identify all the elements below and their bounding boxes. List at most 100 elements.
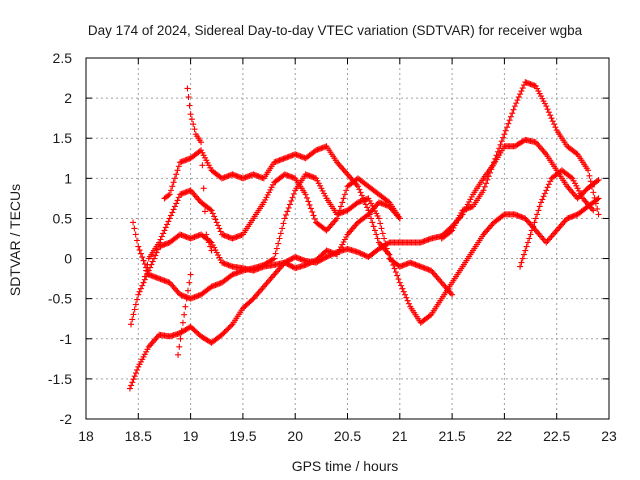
data-point xyxy=(311,215,318,222)
data-point xyxy=(337,203,344,210)
data-point xyxy=(510,106,517,113)
data-point xyxy=(135,243,142,250)
data-point xyxy=(131,225,138,232)
data-point xyxy=(501,131,508,138)
data-point xyxy=(382,240,389,247)
data-point xyxy=(167,212,174,219)
data-point xyxy=(134,296,141,303)
data-point xyxy=(528,227,535,234)
data-point xyxy=(402,291,409,298)
data-point xyxy=(544,106,551,113)
data-point xyxy=(391,265,398,272)
data-point xyxy=(449,291,456,298)
data-point xyxy=(178,327,185,334)
data-point xyxy=(545,109,552,116)
data-point xyxy=(173,200,180,207)
data-point xyxy=(179,319,186,326)
data-point xyxy=(136,288,143,295)
data-point xyxy=(306,201,313,208)
series-arc-4 xyxy=(140,171,403,286)
data-point xyxy=(530,223,537,230)
data-point xyxy=(514,97,521,104)
data-point xyxy=(171,175,178,182)
data-point xyxy=(354,183,361,190)
data-point xyxy=(595,176,602,183)
data-point xyxy=(536,203,543,210)
data-point xyxy=(303,261,310,268)
y-tick-label: -1 xyxy=(60,331,73,347)
data-point xyxy=(211,213,218,220)
data-point xyxy=(173,171,180,178)
data-point xyxy=(581,188,588,195)
data-point xyxy=(166,191,173,198)
data-point xyxy=(285,261,292,268)
data-point xyxy=(225,325,232,332)
data-point xyxy=(357,250,364,257)
data-point xyxy=(589,183,596,190)
data-point xyxy=(489,162,496,169)
data-point xyxy=(269,256,276,263)
data-point xyxy=(182,303,189,310)
data-point xyxy=(400,288,407,295)
data-point xyxy=(543,103,550,110)
data-point xyxy=(334,215,341,222)
data-point xyxy=(545,181,552,188)
data-point xyxy=(509,110,516,117)
data-point xyxy=(426,312,433,319)
data-point xyxy=(141,273,148,280)
data-point xyxy=(281,259,288,266)
data-point xyxy=(375,215,382,222)
data-point xyxy=(340,195,347,202)
data-point xyxy=(502,127,509,134)
data-point xyxy=(591,194,598,201)
data-point xyxy=(481,183,488,190)
data-point xyxy=(361,252,368,259)
data-point xyxy=(498,138,505,145)
data-point xyxy=(381,235,388,242)
data-point xyxy=(373,231,380,238)
data-point xyxy=(592,200,599,207)
data-point xyxy=(283,211,290,218)
data-point xyxy=(385,198,392,205)
series-arc-6 xyxy=(184,85,215,254)
data-point xyxy=(187,111,194,118)
data-point xyxy=(288,263,295,270)
data-point xyxy=(167,187,174,194)
data-point xyxy=(483,180,490,187)
data-point xyxy=(188,116,195,123)
data-points xyxy=(126,79,602,392)
data-point xyxy=(136,247,143,254)
data-point xyxy=(522,247,529,254)
data-point xyxy=(394,272,401,279)
data-point xyxy=(544,184,551,191)
data-point xyxy=(249,296,256,303)
data-point xyxy=(226,323,233,330)
data-point xyxy=(222,327,229,334)
grid-lines xyxy=(86,58,609,419)
data-point xyxy=(322,254,329,261)
x-tick-label: 21 xyxy=(392,428,408,444)
data-point xyxy=(187,271,194,278)
data-point xyxy=(198,139,205,146)
data-point xyxy=(207,238,214,245)
data-point xyxy=(276,235,283,242)
data-point xyxy=(398,282,405,289)
x-tick-label: 19.5 xyxy=(229,428,256,444)
data-point xyxy=(221,329,228,336)
data-point xyxy=(129,379,136,386)
data-point xyxy=(500,134,507,141)
series-arc-9 xyxy=(517,167,597,270)
data-point xyxy=(185,94,192,101)
data-point xyxy=(286,256,293,263)
data-point xyxy=(490,159,497,166)
data-point xyxy=(286,201,293,208)
data-point xyxy=(517,263,524,270)
data-point xyxy=(186,102,193,109)
data-point xyxy=(140,257,147,264)
y-tick-label: -2 xyxy=(60,411,73,427)
data-point xyxy=(447,228,454,235)
data-point xyxy=(175,194,182,201)
data-point xyxy=(361,198,368,205)
data-point xyxy=(590,207,597,214)
